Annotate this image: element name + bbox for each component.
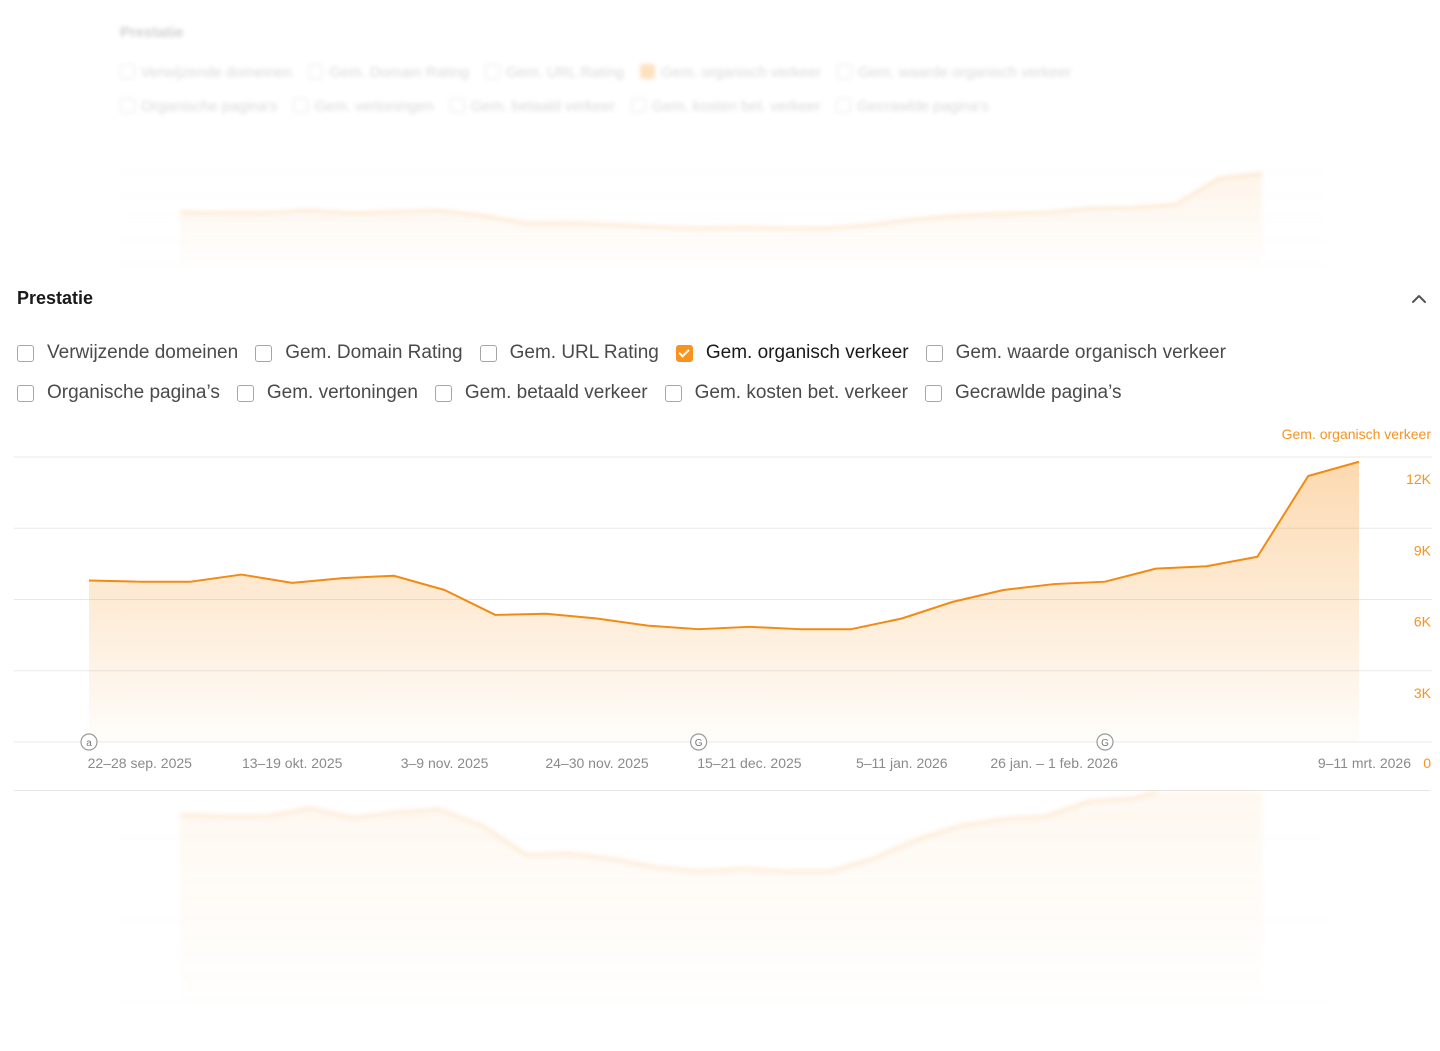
metric-option-label: Gem. organisch verkeer: [705, 342, 909, 363]
metric-option-domain-rating[interactable]: Gem. Domain Rating: [255, 342, 463, 364]
annotation-label: a: [86, 738, 92, 749]
ghost-metric-option: Gem. waarde organisch verkeer: [836, 64, 1071, 81]
ghost-metric-row: Verwijzende domeinen Gem. Domain Rating Ge…: [120, 64, 1071, 81]
metric-options: Verwijzende domeinen Gem. Domain Rating …: [17, 333, 1243, 413]
chevron-up-icon[interactable]: [1408, 288, 1430, 310]
blurred-background-panel-bottom: [0, 792, 1440, 1051]
metric-option-label: Gem. Domain Rating: [285, 342, 463, 363]
ghost-metric-option: Gem. organisch verkeer: [639, 64, 821, 81]
ghost-metric-row: Organische pagina’s Gem. vertoningen Gem. …: [120, 98, 989, 115]
series-line: [88, 460, 1360, 631]
metric-option-label: Organische pagina’s: [47, 382, 220, 403]
checkbox[interactable]: [17, 384, 34, 402]
ghost-metric-option: Gem. Domain Rating: [307, 64, 469, 81]
x-tick-label: 15–21 dec. 2025: [697, 755, 802, 771]
metric-row-2: Organische pagina’s Gem. vertoningen Gem…: [17, 373, 1243, 413]
metric-option-label: Gem. kosten bet. verkeer: [694, 382, 908, 403]
metric-option-paid-traffic[interactable]: Gem. betaald verkeer: [434, 382, 648, 404]
ghost-checkbox: [630, 98, 646, 113]
annotation-label: G: [1101, 738, 1109, 749]
annotation-circle: [689, 733, 708, 751]
ghost-metric-option: Gecrawlde pagina’s: [836, 98, 989, 115]
organic-traffic-area-chart: Gem. organisch verkeer 12K 9K 6K 3K 0 22–28 se…: [14, 426, 1432, 771]
x-tick-label: 3–9 nov. 2025: [401, 755, 489, 771]
ghost-metric-option: Gem. URL Rating: [485, 64, 624, 81]
ghost-metric-option: Gem. vertoningen: [293, 98, 434, 115]
ghost-area-chart: [120, 792, 1325, 1003]
checkbox[interactable]: [255, 344, 273, 362]
x-tick-label: 5–11 jan. 2026: [856, 755, 948, 771]
annotation-marker: G: [689, 733, 708, 751]
y-tick-label: 3K: [1414, 685, 1432, 701]
y-tick-label: 9K: [1414, 542, 1432, 558]
series-line: [179, 172, 1263, 230]
series-line: [179, 792, 1162, 873]
divider: [14, 790, 1430, 791]
chart-legend-label: Gem. organisch verkeer: [1282, 426, 1432, 442]
blurred-background-panel-top: Prestatie Verwijzende domeinen Gem. Domai…: [0, 0, 1440, 270]
checkbox[interactable]: [236, 384, 254, 402]
metric-option-referring-domains[interactable]: Verwijzende domeinen: [17, 342, 238, 364]
checkbox[interactable]: [925, 344, 943, 362]
ghost-checkbox: [307, 64, 323, 79]
y-tick-label: 12K: [1406, 471, 1432, 487]
y-tick-label: 6K: [1414, 614, 1432, 630]
checkbox[interactable]: [479, 344, 497, 362]
annotation-circle: [80, 733, 98, 751]
metric-option-paid-traffic-cost[interactable]: Gem. kosten bet. verkeer: [664, 382, 908, 404]
y-tick-label: 0: [1423, 755, 1431, 771]
metric-option-organic-traffic-value[interactable]: Gem. waarde organisch verkeer: [925, 342, 1226, 364]
metric-row-1: Verwijzende domeinen Gem. Domain Rating …: [17, 333, 1243, 373]
checkbox[interactable]: [434, 384, 452, 402]
annotation-marker: G: [1096, 733, 1114, 751]
ghost-metric-option: Gem. kosten bet. verkeer: [630, 98, 820, 115]
metric-option-label: Gem. vertoningen: [266, 382, 418, 403]
series-area: [180, 792, 1262, 1002]
checkbox[interactable]: [924, 384, 942, 402]
series-area: [89, 461, 1359, 742]
ghost-metric-option: Organische pagina’s: [120, 98, 277, 115]
checkbox[interactable]: [17, 344, 34, 362]
checkbox[interactable]: [664, 384, 682, 402]
series-area: [180, 173, 1262, 265]
metric-option-label: Gem. waarde organisch verkeer: [955, 342, 1226, 363]
metric-option-label: Gecrawlde pagina’s: [954, 382, 1122, 403]
ghost-metric-option: Verwijzende domeinen: [120, 64, 292, 81]
x-tick-label: 9–11 mrt. 2026: [1318, 755, 1411, 771]
x-tick-label: 24–30 nov. 2025: [545, 755, 648, 771]
ghost-area-chart: [120, 171, 1325, 266]
ghost-checkbox: [836, 64, 852, 79]
metric-option-organic-pages[interactable]: Organische pagina’s: [17, 382, 220, 404]
metric-option-label: Gem. URL Rating: [509, 342, 659, 363]
metric-option-crawled-pages[interactable]: Gecrawlde pagina’s: [924, 382, 1122, 404]
metric-option-label: Gem. betaald verkeer: [464, 382, 648, 403]
ghost-checkbox: [836, 98, 852, 113]
metric-option-organic-traffic[interactable]: Gem. organisch verkeer: [675, 342, 909, 364]
metric-option-impressions[interactable]: Gem. vertoningen: [236, 382, 418, 404]
annotation-marker: a: [80, 733, 98, 751]
ghost-checkbox: [120, 98, 135, 113]
metric-option-url-rating[interactable]: Gem. URL Rating: [479, 342, 659, 364]
ghost-checkbox: [639, 64, 655, 79]
x-tick-label: 22–28 sep. 2025: [88, 755, 193, 771]
ghost-checkbox: [449, 98, 465, 113]
ghost-checkbox: [293, 98, 309, 113]
metric-option-label: Verwijzende domeinen: [47, 342, 239, 363]
x-tick-label: 13–19 okt. 2025: [242, 755, 343, 771]
ghost-checkbox: [485, 64, 500, 79]
ghost-metric-option: Gem. betaald verkeer: [449, 98, 615, 115]
performance-panel: Prestatie Verwijzende domeinen Gem. Doma…: [0, 272, 1440, 792]
annotation-label: G: [695, 738, 703, 749]
checkbox-checked[interactable]: [675, 344, 693, 362]
annotation-circle: [1096, 733, 1114, 751]
x-tick-label: 26 jan. – 1 feb. 2026: [990, 755, 1118, 771]
ghost-section-title: Prestatie: [120, 24, 184, 41]
ghost-checkbox: [120, 64, 135, 79]
section-title: Prestatie: [17, 288, 94, 308]
